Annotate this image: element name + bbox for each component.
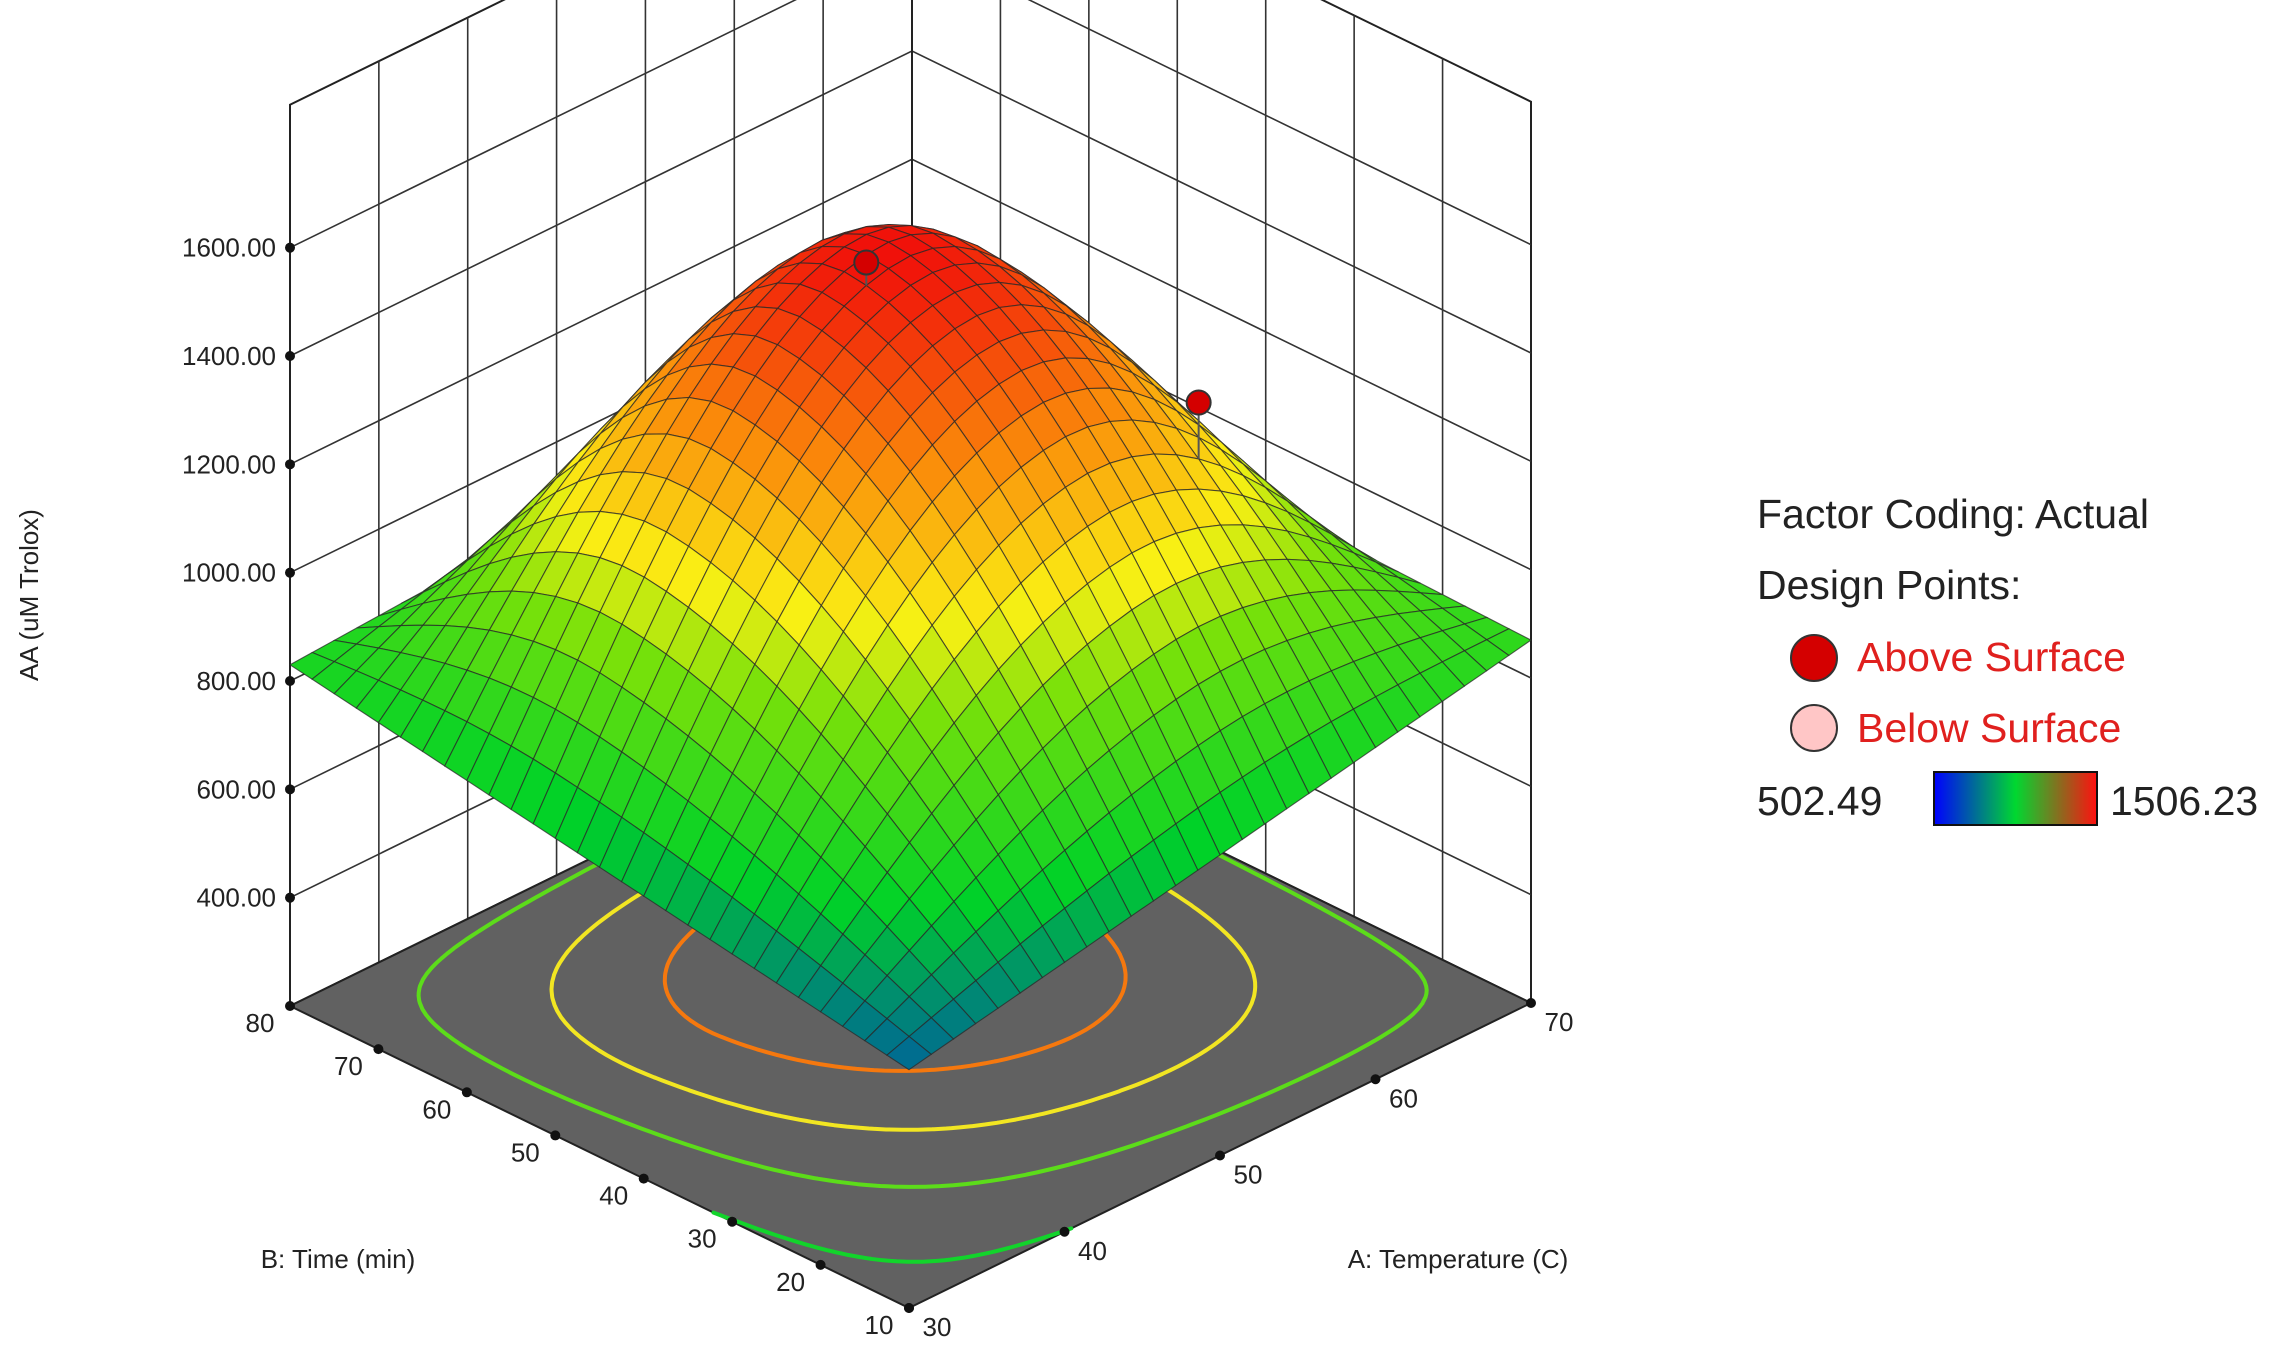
x-axis-label: A: Temperature (C) — [1348, 1244, 1569, 1274]
z-tick-mark — [285, 351, 295, 361]
response-surface — [288, 224, 1533, 1071]
y-tick-mark — [638, 1173, 649, 1184]
design-points — [853, 249, 1212, 459]
z-tick-label: 1400.00 — [182, 341, 276, 371]
y-tick-mark — [815, 1259, 826, 1270]
z-axis-label: AA (uM Trolox) — [14, 509, 44, 681]
y-tick-label: 50 — [511, 1137, 540, 1167]
legend-below-marker — [1790, 704, 1838, 752]
z-tick-label: 1000.00 — [182, 558, 276, 588]
x-tick-label: 70 — [1545, 1007, 1574, 1037]
x-tick-mark — [1370, 1074, 1381, 1085]
y-tick-mark — [461, 1087, 472, 1098]
z-tick-mark — [285, 892, 295, 903]
y-tick-mark — [285, 1001, 295, 1011]
legend-min-value: 502.49 — [1757, 778, 1882, 824]
z-tick-label: 600.00 — [196, 774, 276, 804]
legend-factor-coding: Factor Coding: Actual — [1757, 491, 2149, 537]
y-tick-label: 10 — [865, 1310, 894, 1340]
y-tick-label: 20 — [776, 1267, 805, 1297]
z-tick-mark — [285, 567, 295, 578]
y-axis-label: B: Time (min) — [261, 1244, 416, 1274]
legend-below-label: Below Surface — [1857, 705, 2121, 751]
design-point — [853, 249, 880, 276]
legend-max-value: 1506.23 — [2110, 778, 2258, 824]
x-tick-mark — [1526, 998, 1536, 1008]
surface-cell — [885, 1035, 933, 1071]
z-tick-mark — [285, 784, 295, 795]
x-tick-label: 60 — [1389, 1083, 1418, 1113]
z-tick-mark — [285, 459, 295, 470]
axis-ticks: 400.00 600.00 800.00 1000.00 1200.00 1400.00 1… — [182, 233, 1573, 1342]
y-tick-label: 60 — [422, 1094, 451, 1124]
legend-above-marker — [1790, 634, 1838, 682]
x-tick-mark — [1059, 1226, 1070, 1237]
y-tick-label: 80 — [246, 1008, 275, 1038]
y-tick-mark — [550, 1130, 561, 1141]
z-tick-label: 1200.00 — [182, 449, 276, 479]
y-tick-label: 40 — [599, 1181, 628, 1211]
design-point — [1185, 389, 1212, 416]
z-tick-label: 1600.00 — [182, 233, 276, 263]
legend-colorbar — [1933, 771, 2098, 826]
z-tick-mark — [285, 242, 295, 253]
legend-design-points-title: Design Points: — [1757, 562, 2021, 608]
z-tick-label: 800.00 — [196, 666, 276, 696]
y-tick-mark — [373, 1044, 384, 1055]
x-tick-label: 40 — [1078, 1236, 1107, 1266]
wall-gridline — [289, 0, 1532, 249]
legend: Factor Coding: Actual Design Points: Abo… — [1757, 491, 2258, 826]
y-tick-label: 30 — [688, 1224, 717, 1254]
z-tick-mark — [285, 676, 295, 686]
y-tick-mark — [904, 1303, 914, 1313]
y-tick-mark — [727, 1216, 738, 1227]
x-tick-mark — [1215, 1150, 1225, 1161]
z-tick-label: 400.00 — [196, 883, 276, 913]
x-tick-label: 30 — [923, 1312, 952, 1342]
legend-above-label: Above Surface — [1857, 634, 2126, 680]
y-tick-label: 70 — [334, 1051, 363, 1081]
x-tick-label: 50 — [1234, 1160, 1263, 1190]
